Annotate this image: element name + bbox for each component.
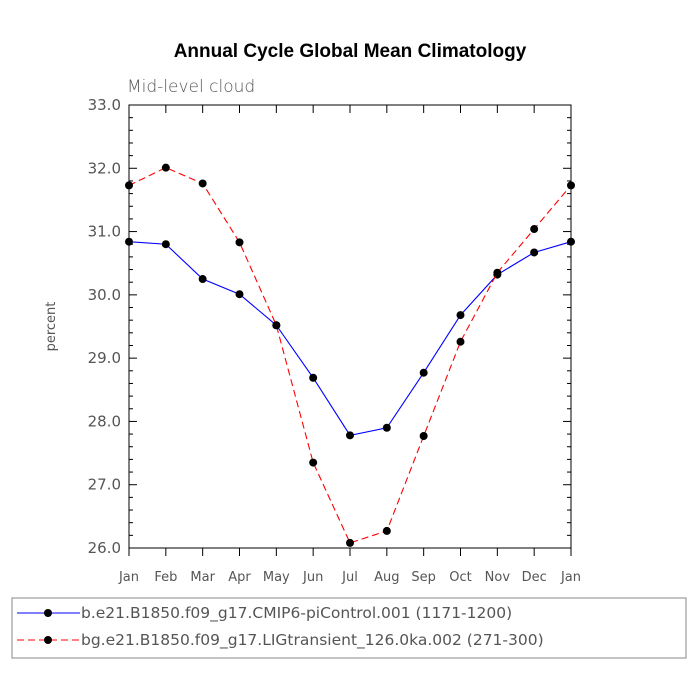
x-tick-label: Aug <box>374 570 399 585</box>
data-point-series-2 <box>235 238 244 247</box>
y-tick-label: 31.0 <box>88 223 121 241</box>
y-tick-label: 27.0 <box>88 476 121 494</box>
legend-label-1: b.e21.B1850.f09_g17.CMIP6-piControl.001 … <box>81 604 512 623</box>
y-tick-label: 32.0 <box>88 159 121 177</box>
legend: b.e21.B1850.f09_g17.CMIP6-piControl.001 … <box>11 597 687 659</box>
data-point-series-1 <box>567 237 575 246</box>
data-point-series-2 <box>456 337 465 346</box>
data-point-series-1 <box>346 431 354 440</box>
axes: 26.0 27.0 28.0 29.0 30.0 31.0 32.0 33.0 Jan Feb Ma… <box>88 96 581 585</box>
chart-title: Annual Cycle Global Mean Climatology <box>174 41 527 62</box>
y-tick-label: 33.0 <box>88 96 121 114</box>
data-point-series-2 <box>309 458 318 467</box>
series-group <box>125 163 575 547</box>
x-tick-label: Feb <box>154 570 177 585</box>
data-point-series-2 <box>272 321 281 330</box>
data-point-series-2 <box>382 526 391 535</box>
legend-marker-1 <box>44 609 52 617</box>
data-point-series-1 <box>419 368 428 377</box>
legend-label-2: bg.e21.B1850.f09_g17.LIGtransient_126.0k… <box>81 631 544 650</box>
x-tick-label: Jun <box>302 570 323 585</box>
data-point-series-1 <box>456 311 465 320</box>
x-tick-label: Jan <box>560 570 581 585</box>
x-tick-label: Oct <box>449 570 471 585</box>
y-axis-label: percent <box>44 302 59 352</box>
data-point-series-1 <box>530 248 539 257</box>
data-point-series-1 <box>309 373 318 382</box>
data-point-series-2 <box>346 538 354 547</box>
data-point-series-1 <box>235 290 244 299</box>
legend-marker-2 <box>44 636 52 644</box>
data-point-series-2 <box>198 179 207 188</box>
data-point-series-2 <box>530 225 539 234</box>
data-point-series-2 <box>567 181 575 190</box>
y-tick-label: 29.0 <box>88 349 121 367</box>
y-tick-label: 30.0 <box>88 286 121 304</box>
data-point-series-2 <box>125 181 133 190</box>
x-tick-label: Jul <box>341 570 358 585</box>
x-tick-label: Mar <box>190 570 215 585</box>
legend-box <box>11 597 687 659</box>
data-point-series-1 <box>125 237 133 246</box>
x-tick-label: Apr <box>228 570 251 585</box>
chart-subtitle: Mid-level cloud <box>127 77 255 97</box>
data-point-series-2 <box>161 163 170 172</box>
data-point-series-1 <box>382 423 391 432</box>
data-point-series-2 <box>493 268 502 277</box>
x-tick-label: Jan <box>118 570 139 585</box>
data-point-series-2 <box>419 431 428 440</box>
data-point-series-1 <box>161 240 170 249</box>
plot-frame <box>128 104 572 549</box>
x-tick-label: May <box>263 570 290 585</box>
x-tick-label: Sep <box>411 570 436 585</box>
series-line-2 <box>128 167 572 544</box>
y-tick-label: 28.0 <box>88 412 121 430</box>
series-line-1 <box>128 241 572 436</box>
y-tick-label: 26.0 <box>88 539 121 557</box>
x-tick-label: Nov <box>485 570 511 585</box>
data-point-series-1 <box>198 275 207 284</box>
x-tick-label: Dec <box>522 570 547 585</box>
